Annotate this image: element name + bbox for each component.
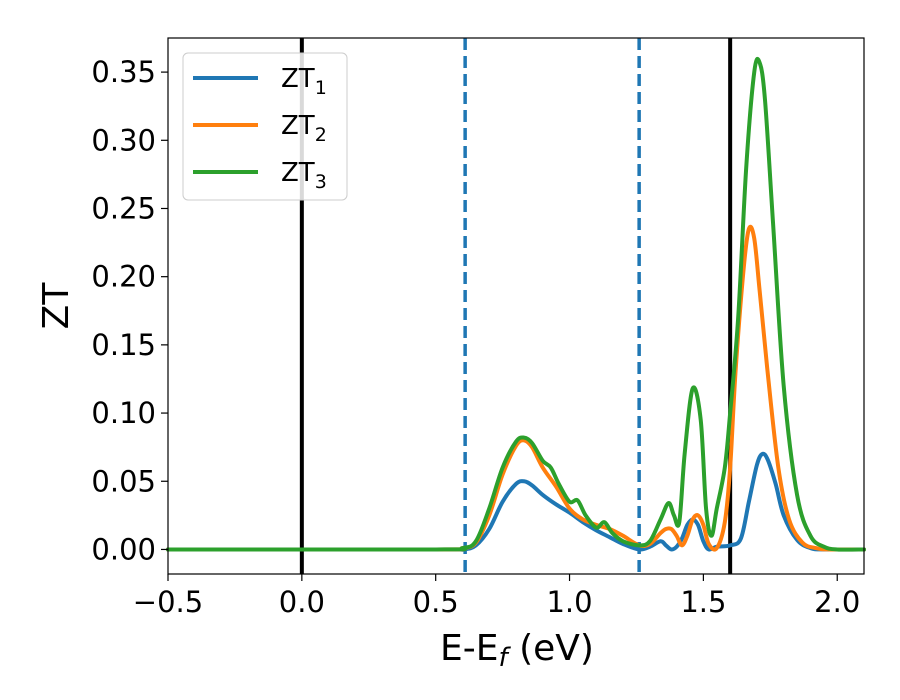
series-line-3 <box>166 56 866 552</box>
y-tick-label-1: 0.00 <box>91 532 156 566</box>
series-lines <box>166 56 866 552</box>
x-tick-label-3: 0.5 <box>413 585 459 619</box>
x-tick-label-6: 2.0 <box>814 585 860 619</box>
y-tick-label-8: 0.35 <box>91 55 156 89</box>
y-axis-ticks: 0.00 0.05 0.10 0.15 0.20 0.25 0.30 0.35 <box>91 55 168 566</box>
x-axis-label: E-Ef (eV) <box>440 628 594 673</box>
x-tick-label-5: 1.5 <box>680 585 726 619</box>
x-tick-label-1: −0.5 <box>133 585 203 619</box>
y-tick-label-7: 0.30 <box>91 123 156 157</box>
x-axis-label-main: E-E <box>440 628 498 669</box>
x-axis-ticks: −0.5 0.0 0.5 1.0 1.5 2.0 <box>133 574 860 619</box>
series-line-2 <box>166 224 866 552</box>
plot-frame <box>167 37 865 575</box>
series-line-1 <box>166 451 866 552</box>
legend-box <box>182 52 348 201</box>
legend: ZT1 ZT2 ZT3 <box>182 52 348 201</box>
x-tick-label-4: 1.0 <box>546 585 592 619</box>
y-tick-label-3: 0.10 <box>91 396 156 430</box>
x-axis-label-unit: (eV) <box>508 628 594 669</box>
x-tick-label-2: 0.0 <box>279 585 325 619</box>
legend-label-3: ZT3 <box>281 158 327 193</box>
y-tick-label-4: 0.15 <box>91 328 156 362</box>
legend-label-1: ZT1 <box>281 64 327 99</box>
y-axis-label: ZT <box>36 282 77 330</box>
y-tick-label-6: 0.25 <box>91 191 156 225</box>
legend-label-2: ZT2 <box>281 111 327 146</box>
y-tick-label-2: 0.05 <box>91 464 156 498</box>
y-tick-label-5: 0.20 <box>91 260 156 294</box>
